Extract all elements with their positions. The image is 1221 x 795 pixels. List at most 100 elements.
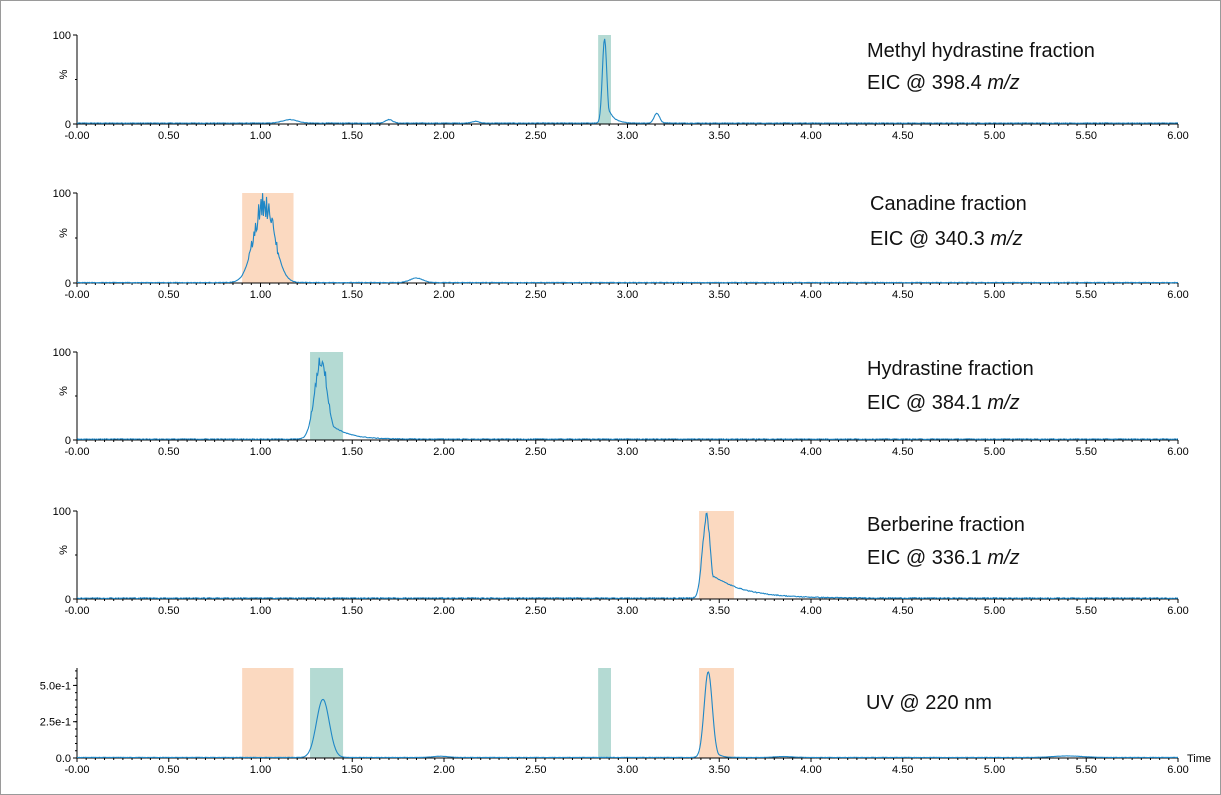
x-tick-label: 6.00: [1167, 764, 1188, 776]
x-tick-label: 3.00: [617, 764, 638, 776]
y-tick-label: 0: [65, 594, 71, 606]
panel-2: 0 100% -0.00 0.50 1.00 1.50 2.00 2.50 3.00 3.50 4.…: [53, 188, 1189, 301]
trace-3: [76, 357, 1179, 441]
panel-title: Canadine fraction: [870, 193, 1027, 215]
panel-subtitle-unit: m/z: [987, 392, 1019, 414]
y-tick-label: 0.0: [56, 753, 71, 765]
x-tick-label: 6.00: [1167, 446, 1188, 458]
x-tick-label: -0.00: [64, 289, 89, 301]
trace-1: [76, 38, 1179, 125]
panel-subtitle-prefix: EIC @ 384.1: [867, 392, 987, 414]
x-tick-label: 6.00: [1167, 130, 1188, 142]
x-tick-label: 1.50: [342, 605, 363, 617]
x-tick-label: 2.50: [525, 130, 546, 142]
y-axis-label: %: [58, 228, 70, 238]
x-tick-label: 3.50: [709, 130, 730, 142]
fraction-band-3-1: [310, 352, 344, 440]
x-tick-label: 5.50: [1076, 446, 1097, 458]
panel-subtitle-prefix: EIC @ 336.1: [867, 547, 987, 569]
x-tick-label: 3.50: [709, 605, 730, 617]
x-tick-label: 4.00: [800, 605, 821, 617]
x-tick-label: 1.50: [342, 289, 363, 301]
panel-4: 0 100% -0.00 0.50 1.00 1.50 2.00 2.50 3.00 3.50 4.…: [53, 506, 1189, 617]
x-tick-label: 1.00: [250, 289, 271, 301]
x-tick-label: 3.50: [709, 446, 730, 458]
x-tick-label: 5.50: [1076, 605, 1097, 617]
y-axis-label: %: [58, 545, 70, 555]
x-tick-label: 1.50: [342, 130, 363, 142]
trace-2: [76, 193, 1179, 284]
y-tick-label: 0: [65, 278, 71, 290]
fraction-band-4-1: [699, 511, 734, 599]
x-tick-label: 3.00: [617, 446, 638, 458]
fraction-band-2-1: [242, 193, 294, 283]
y-tick-label: 2.5e-1: [40, 717, 71, 729]
x-tick-label: 1.50: [342, 764, 363, 776]
x-tick-label: 5.50: [1076, 289, 1097, 301]
y-tick-label: 0: [65, 435, 71, 447]
panel-1: 0 100% -0.00 0.50 1.00 1.50 2.00 2.50 3.00 3.50 4.…: [53, 30, 1189, 142]
panel-title: Methyl hydrastine fraction: [867, 40, 1095, 62]
x-tick-label: 4.50: [892, 764, 913, 776]
x-tick-label: 4.00: [800, 446, 821, 458]
fraction-band-5-3: [598, 668, 611, 758]
x-tick-label: 2.50: [525, 289, 546, 301]
y-tick-label: 5.0e-1: [40, 680, 71, 692]
y-tick-label: 100: [53, 347, 71, 359]
y-axis-label: %: [58, 69, 70, 79]
x-tick-label: 0.50: [158, 446, 179, 458]
x-tick-label: 2.00: [433, 764, 454, 776]
x-tick-label: -0.00: [64, 605, 89, 617]
x-tick-label: 0.50: [158, 289, 179, 301]
x-tick-label: 5.50: [1076, 130, 1097, 142]
x-tick-label: 6.00: [1167, 605, 1188, 617]
panel-subtitle-unit: m/z: [990, 228, 1022, 250]
x-tick-label: 5.00: [984, 764, 1005, 776]
x-tick-label: 0.50: [158, 605, 179, 617]
panel-subtitle: EIC @ 340.3 m/z: [870, 228, 1023, 250]
x-tick-label: 4.00: [800, 289, 821, 301]
y-tick-label: 0: [65, 119, 71, 131]
x-tick-label: 1.00: [250, 764, 271, 776]
x-tick-label: 3.50: [709, 764, 730, 776]
panel-subtitle-unit: m/z: [987, 72, 1019, 94]
x-tick-label: 4.50: [892, 130, 913, 142]
panel-subtitle: EIC @ 384.1 m/z: [867, 392, 1020, 414]
x-tick-label: -0.00: [64, 446, 89, 458]
x-tick-label: 1.00: [250, 446, 271, 458]
x-tick-label: 5.00: [984, 130, 1005, 142]
fraction-band-5-4: [699, 668, 734, 758]
panel-subtitle: EIC @ 398.4 m/z: [867, 72, 1020, 94]
fraction-band-5-2: [310, 668, 344, 758]
panel-title: Hydrastine fraction: [867, 358, 1034, 380]
x-tick-label: 1.00: [250, 130, 271, 142]
x-tick-label: 2.00: [433, 289, 454, 301]
x-tick-label: 2.50: [525, 764, 546, 776]
x-tick-label: 3.00: [617, 130, 638, 142]
x-tick-label: 2.00: [433, 605, 454, 617]
panel-title: UV @ 220 nm: [866, 692, 992, 714]
x-tick-label: 2.00: [433, 446, 454, 458]
x-tick-label: 4.00: [800, 130, 821, 142]
y-tick-label: 100: [53, 30, 71, 42]
panel-subtitle-prefix: EIC @ 340.3: [870, 228, 990, 250]
y-tick-label: 100: [53, 188, 71, 200]
x-tick-label: 3.00: [617, 605, 638, 617]
x-tick-label: 5.00: [984, 289, 1005, 301]
x-tick-label: 2.00: [433, 130, 454, 142]
panel-3: 0 100% -0.00 0.50 1.00 1.50 2.00 2.50 3.00 3.50 4.…: [53, 347, 1189, 458]
y-tick-label: 100: [53, 506, 71, 518]
x-axis-label: Time: [1187, 753, 1211, 765]
x-tick-label: 3.50: [709, 289, 730, 301]
x-tick-label: 0.50: [158, 764, 179, 776]
x-tick-label: 4.50: [892, 605, 913, 617]
panel-subtitle-unit: m/z: [987, 547, 1019, 569]
x-tick-label: 5.00: [984, 446, 1005, 458]
x-tick-label: 5.00: [984, 605, 1005, 617]
fraction-band-5-1: [242, 668, 294, 758]
x-tick-label: 4.00: [800, 764, 821, 776]
x-tick-label: 1.50: [342, 446, 363, 458]
panel-subtitle: EIC @ 336.1 m/z: [867, 547, 1020, 569]
panel-subtitle-prefix: EIC @ 398.4: [867, 72, 987, 94]
